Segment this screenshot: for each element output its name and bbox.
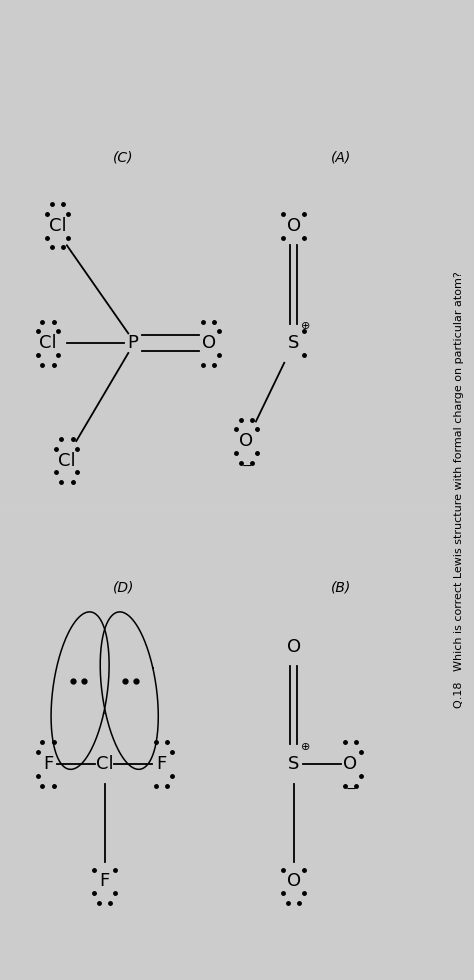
Text: O: O	[287, 638, 301, 656]
Text: O: O	[201, 334, 216, 352]
Text: Cl: Cl	[96, 755, 113, 773]
Text: S: S	[288, 334, 300, 352]
Text: $\oplus$: $\oplus$	[301, 741, 310, 752]
Text: $-$: $-$	[345, 782, 356, 795]
Text: Cl: Cl	[49, 217, 66, 235]
Text: F: F	[100, 872, 110, 891]
Text: Q.18   Which is correct Lewis structure with formal charge on particular atom?: Q.18 Which is correct Lewis structure wi…	[454, 271, 464, 709]
Text: (B): (B)	[331, 581, 351, 595]
Text: O: O	[287, 217, 301, 235]
Text: F: F	[156, 755, 166, 773]
Text: F: F	[43, 755, 53, 773]
Text: (A): (A)	[331, 150, 351, 165]
Text: $\oplus$: $\oplus$	[301, 320, 310, 331]
Text: Cl: Cl	[58, 452, 76, 469]
Text: O: O	[287, 872, 301, 891]
Text: Cl: Cl	[39, 334, 57, 352]
Text: P: P	[128, 334, 138, 352]
Text: (C): (C)	[113, 150, 134, 165]
Text: S: S	[288, 755, 300, 773]
Text: O: O	[239, 432, 254, 450]
Text: O: O	[343, 755, 357, 773]
Text: $-$: $-$	[241, 459, 252, 472]
Text: (D): (D)	[113, 581, 134, 595]
